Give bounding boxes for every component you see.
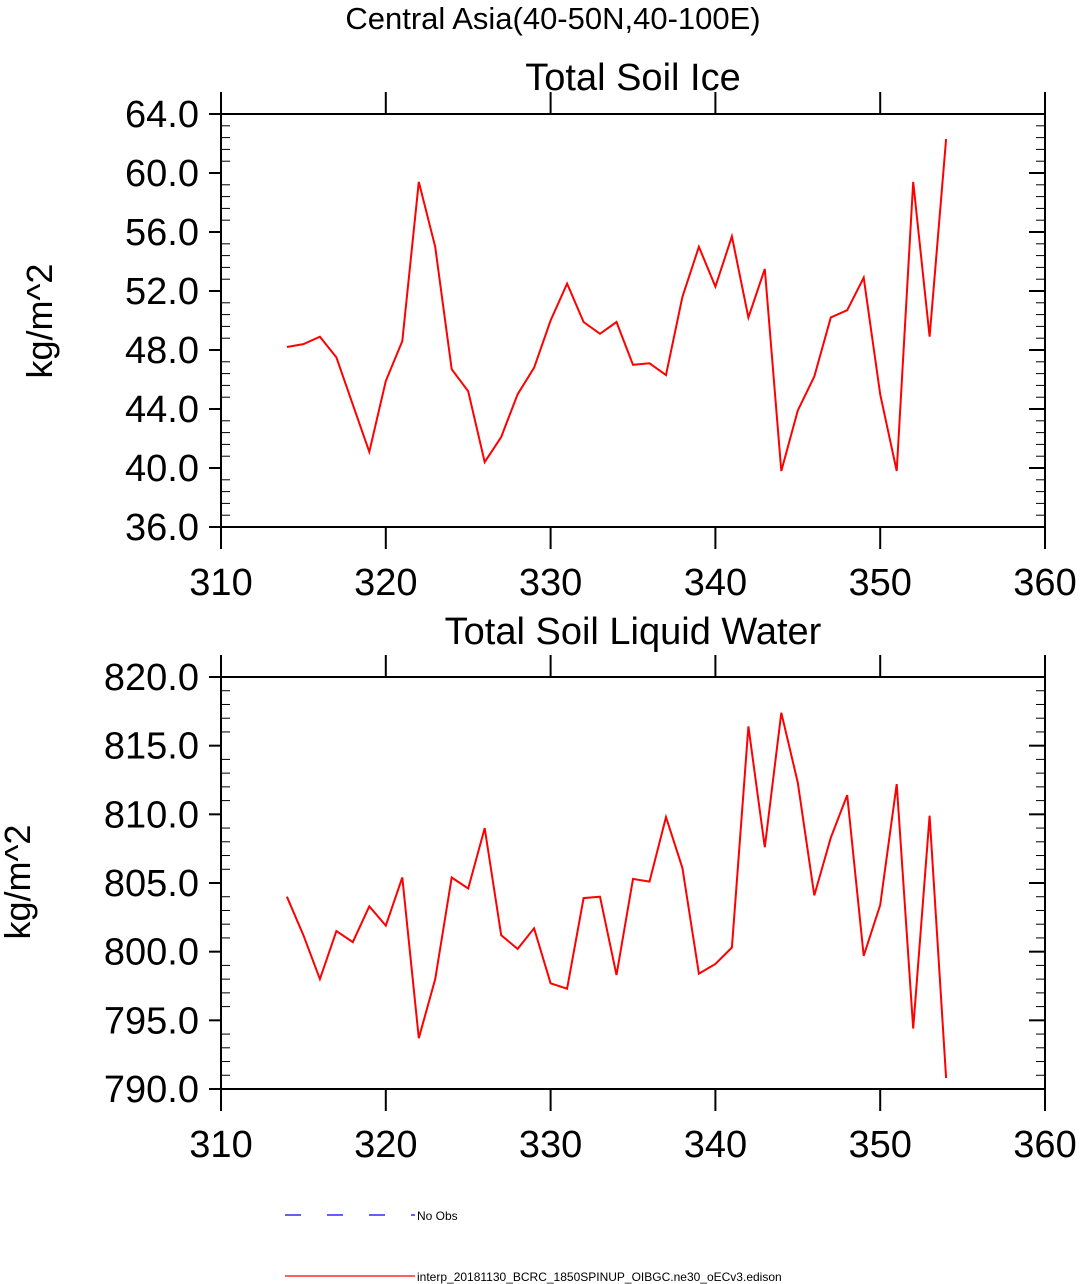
x-tick-label: 320 [354,1124,417,1166]
panel-title: Total Soil Ice [525,57,740,99]
x-tick-label: 350 [848,562,911,604]
y-tick-label: 800.0 [104,932,199,974]
x-tick-label: 360 [1013,1124,1076,1166]
y-tick-label: 44.0 [125,389,199,431]
plot-frame [220,113,1046,528]
y-tick-label: 805.0 [104,863,199,905]
y-tick-label: 810.0 [104,794,199,836]
y-tick-label: 52.0 [125,271,199,313]
figure-title: Central Asia(40-50N,40-100E) [345,1,760,36]
y-tick-label: 820.0 [104,657,199,699]
panel-total-soil-liquid-water: Total Soil Liquid Water kg/m^2 310 320 330… [0,611,1077,1166]
x-tick-label: 310 [189,1124,252,1166]
y-tick-label: 48.0 [125,330,199,372]
series-line [285,712,948,1079]
y-axis-label: kg/m^2 [19,264,60,379]
x-tick-label: 320 [354,562,417,604]
x-tick-label: 310 [189,562,252,604]
y-tick-label: 60.0 [125,153,199,195]
x-tick-label: 330 [519,562,582,604]
legend: No Obs interp_20181130_BCRC_1850SPINUP_O… [285,1209,782,1284]
legend-label-model: interp_20181130_BCRC_1850SPINUP_OIBGC.ne… [417,1270,782,1284]
y-tick-label: 790.0 [104,1069,199,1111]
y-tick-label: 36.0 [125,507,199,549]
x-tick-label: 330 [519,1124,582,1166]
x-tick-label: 360 [1013,562,1076,604]
y-tick-label: 815.0 [104,726,199,768]
x-tick-label: 340 [684,562,747,604]
panel-title: Total Soil Liquid Water [445,611,822,653]
y-axis-label: kg/m^2 [0,825,38,940]
legend-label-no-obs: No Obs [417,1209,458,1223]
panel-total-soil-ice: Total Soil Ice kg/m^2 310 320 330 340 350 360… [19,57,1077,604]
series-line [286,139,948,472]
y-tick-label: 40.0 [125,448,199,490]
y-tick-label: 56.0 [125,212,199,254]
y-tick-label: 795.0 [104,1000,199,1042]
x-tick-label: 340 [684,1124,747,1166]
x-tick-label: 350 [848,1124,911,1166]
y-tick-label: 64.0 [125,94,199,136]
